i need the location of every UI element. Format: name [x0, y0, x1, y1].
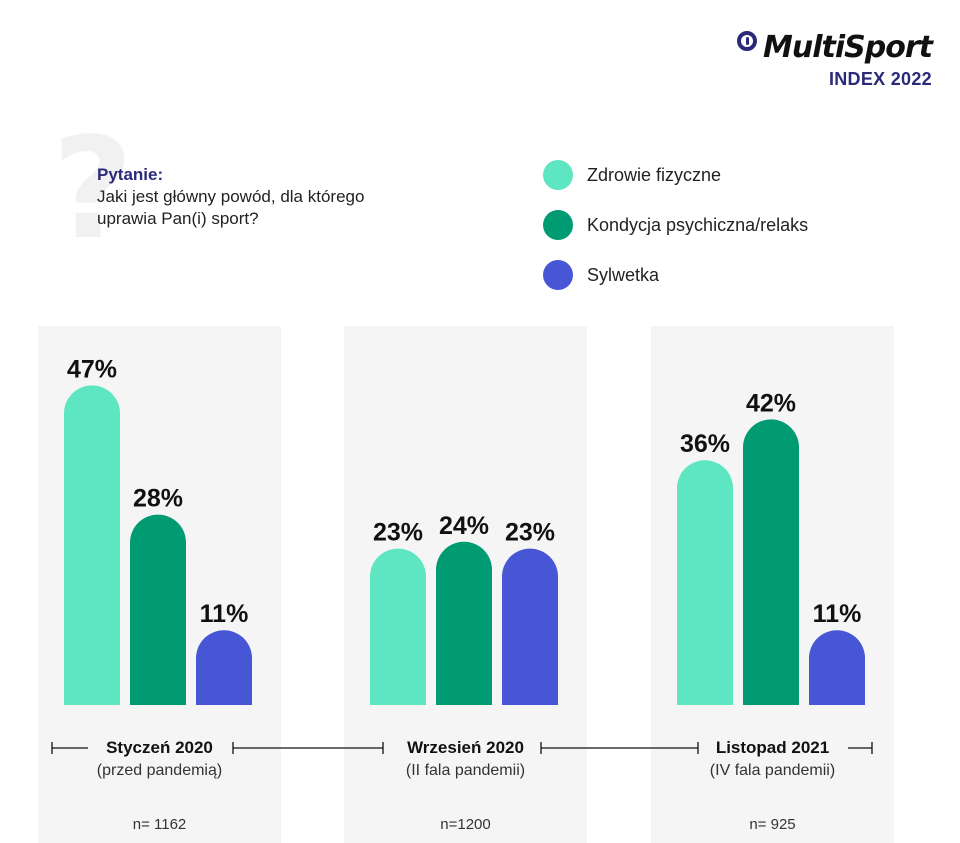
legend-label: Sylwetka [587, 264, 660, 285]
legend-label: Kondycja psychiczna/relaks [587, 214, 809, 235]
period-name: Wrzesień 2020 [407, 738, 524, 757]
legend-swatch [543, 160, 573, 190]
bar [677, 460, 733, 705]
multisport-logo-icon [737, 30, 758, 51]
bar-value-label: 42% [746, 389, 796, 417]
legend-item-kondycja: Kondycja psychiczna/relaks [543, 200, 808, 250]
legend-swatch [543, 260, 573, 290]
period-name: Listopad 2021 [715, 738, 830, 757]
bar [809, 630, 866, 705]
logo-subtitle: INDEX 2022 [828, 69, 932, 89]
question-text: Jaki jest główny powód, dla którego upra… [97, 187, 365, 228]
logo: MultiSport INDEX 2022 [737, 30, 933, 90]
period-subtitle: (II fala pandemii) [405, 762, 526, 779]
bar [436, 541, 492, 705]
logo-brand: MultiSport [763, 30, 933, 65]
legend-label: Zdrowie fizyczne [587, 164, 722, 185]
bar [130, 514, 186, 705]
period-subtitle: (przed pandemią) [96, 762, 223, 779]
sample-size: n= 925 [749, 816, 796, 833]
period-name: Styczeń 2020 [106, 738, 213, 757]
legend-item-sylwetka: Sylwetka [543, 250, 808, 300]
legend-item-zdrowie: Zdrowie fizyczne [543, 150, 808, 200]
bar-value-label: 24% [439, 512, 489, 540]
bar-value-label: 47% [67, 355, 117, 383]
period-listopad: Listopad 2021 (IV fala pandemii) n= 925 [651, 738, 894, 833]
sample-size: n=1200 [440, 816, 491, 833]
bar [743, 419, 799, 705]
question-label: Pytanie: [97, 165, 164, 184]
bar [196, 630, 252, 705]
bar [370, 548, 426, 705]
bar-value-label: 23% [373, 519, 423, 547]
bar-value-label: 11% [813, 600, 862, 628]
legend-swatch [543, 210, 573, 240]
question-mark-icon: ? [52, 108, 134, 271]
sample-size: n= 1162 [132, 816, 187, 833]
bar [502, 548, 558, 705]
bar-value-label: 28% [133, 485, 183, 513]
bar-value-label: 36% [680, 430, 730, 458]
period-subtitle: (IV fala pandemii) [709, 762, 836, 779]
bar-value-label: 23% [505, 519, 555, 547]
period-wrzesien: Wrzesień 2020 (II fala pandemii) n=1200 [344, 738, 587, 833]
legend: Zdrowie fizyczne Kondycja psychiczna/rel… [543, 150, 808, 300]
bar-value-label: 11% [200, 600, 249, 628]
bar [64, 385, 120, 705]
question-block: Pytanie: Jaki jest główny powód, dla któ… [97, 164, 417, 230]
period-styczen: Styczeń 2020 (przed pandemią) n= 1162 [38, 738, 281, 833]
